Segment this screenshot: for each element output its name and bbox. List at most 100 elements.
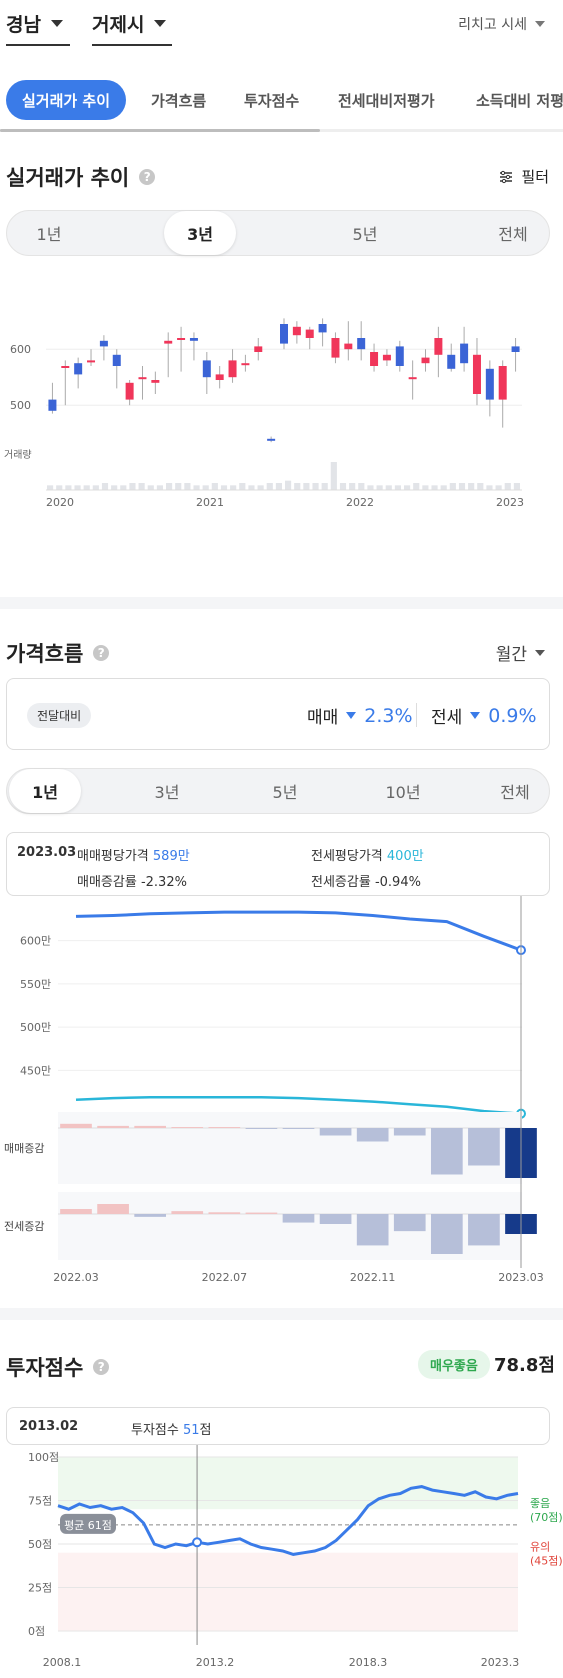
volume-bar (230, 485, 237, 490)
y-tick-label: 450만 (20, 1064, 51, 1077)
change-bar (430, 1214, 463, 1254)
monthly-change-card: 전달대비 매매 2.3% 전세 0.9% (6, 678, 550, 750)
investment-score-chart[interactable]: 100점 75점 50점 25점 0점 평균 61점 좋음(70점) 유의(45점) 2008.… (0, 1445, 563, 1678)
trade-period-selector: 1년 3년 5년 전체 (6, 210, 550, 256)
period-1y[interactable]: 1년 (9, 769, 81, 813)
y-tick-label: 500만 (20, 1021, 51, 1034)
sale-avg-value: 589만 (152, 849, 190, 864)
candle-body (151, 380, 160, 383)
investment-score-title-text: 투자점수 (6, 1356, 84, 1380)
volume-bar (404, 485, 411, 490)
x-tick-label: 2013.2 (196, 1656, 235, 1669)
tabs-scrollbar-thumb[interactable] (0, 129, 320, 132)
help-icon[interactable]: ? (93, 645, 110, 661)
chevron-down-icon (535, 21, 545, 27)
candle-body (485, 368, 494, 400)
candle-body (228, 360, 237, 378)
change-bar (282, 1128, 315, 1129)
volume-bar (220, 485, 228, 490)
volume-bar (83, 485, 90, 490)
help-icon[interactable]: ? (139, 169, 156, 185)
jeonse-rate-label: 전세증감률 (311, 875, 371, 890)
change-bar (393, 1128, 426, 1136)
candle-body (254, 346, 263, 352)
volume-bar (440, 485, 447, 490)
compare-badge: 전달대비 (27, 703, 92, 728)
volume-bar (47, 485, 54, 490)
jeonse-change-label: 전세 (431, 708, 463, 728)
caution-label: 유의 (530, 1541, 550, 1554)
y-tick-label: 600만 (20, 935, 51, 948)
score-line (57, 1485, 519, 1556)
city-select[interactable]: 거제시 (92, 8, 172, 46)
y-tick-label: 500 (10, 399, 31, 412)
sale-rate-value: -2.32% (140, 875, 187, 890)
x-tick-label: 2023.03 (498, 1271, 544, 1284)
change-bar (245, 1128, 278, 1129)
info-date: 2023.03 (17, 845, 77, 860)
bar-panel-label: 매매증감 (4, 1142, 44, 1155)
sale-change: 매매 2.3% (307, 703, 413, 729)
score-info-date: 2013.02 (19, 1419, 79, 1434)
candle-body (305, 329, 314, 338)
period-5y[interactable]: 5년 (352, 225, 378, 244)
candle-body (138, 377, 147, 380)
volume-bar (321, 483, 328, 490)
change-bar (282, 1214, 315, 1223)
volume-bar (458, 483, 466, 490)
change-bar (134, 1125, 167, 1128)
volume-bar (120, 485, 127, 490)
candle-body (74, 363, 83, 375)
x-tick-label: 2022.11 (350, 1271, 396, 1284)
region-select[interactable]: 경남 (6, 8, 70, 46)
period-all[interactable]: 전체 (500, 783, 530, 802)
score-point-marker (192, 1537, 203, 1548)
tab-price-flow[interactable]: 가격흐름 (151, 91, 207, 110)
period-all[interactable]: 전체 (498, 225, 528, 244)
candle-body (370, 352, 379, 366)
change-bar (430, 1128, 463, 1175)
tab-income-undervalue[interactable]: 소득대비 저평 (476, 91, 563, 110)
sale-rate-label: 매매증감률 (77, 875, 137, 890)
section-divider (0, 597, 563, 609)
investment-score-title: 투자점수 ? (6, 1352, 110, 1382)
jeonse-avg-value: 400만 (386, 849, 424, 864)
volume-label: 거래량 (4, 449, 32, 461)
interval-select[interactable]: 월간 (496, 640, 545, 665)
volume-bar (275, 483, 282, 490)
help-icon[interactable]: ? (93, 1359, 110, 1375)
tab-jeonse-undervalue[interactable]: 전세대비저평가 (338, 91, 435, 110)
jeonse-change: 전세 0.9% (431, 703, 537, 729)
volume-bar (248, 485, 255, 490)
period-10y[interactable]: 10년 (385, 783, 421, 802)
tab-trade-trend[interactable]: 실거래가 추이 (6, 80, 127, 120)
jeonse-avg-label: 전세평당가격 (311, 849, 383, 864)
y-tick-label: 75점 (28, 1495, 52, 1508)
candle-body (164, 340, 173, 344)
score-info-unit: 점 (199, 1423, 212, 1438)
score-info-value: 51 (182, 1423, 200, 1438)
score-info-card: 2013.02 투자점수 51점 (6, 1407, 550, 1445)
chevron-down-icon (535, 649, 545, 656)
volume-bar (330, 462, 337, 490)
price-mode-select[interactable]: 리치고 시세 (458, 14, 545, 34)
volume-bar (285, 480, 292, 490)
candle-body (125, 382, 134, 400)
period-1y[interactable]: 1년 (36, 225, 62, 244)
volume-bar (111, 485, 118, 490)
change-bar (134, 1214, 167, 1217)
volume-bar (56, 485, 63, 490)
filter-button[interactable]: 필터 (499, 166, 549, 187)
period-3y[interactable]: 3년 (154, 783, 180, 802)
candle-body (498, 366, 507, 400)
tab-investment-score[interactable]: 투자점수 (244, 91, 300, 110)
tabs-scrollbar[interactable] (0, 129, 563, 132)
period-3y[interactable]: 3년 (164, 211, 236, 255)
volume-bar (413, 483, 420, 490)
period-5y[interactable]: 5년 (272, 783, 298, 802)
candle-body (99, 340, 108, 347)
volume-bar (147, 485, 154, 490)
candle-body (434, 338, 443, 355)
change-bar (356, 1128, 389, 1142)
